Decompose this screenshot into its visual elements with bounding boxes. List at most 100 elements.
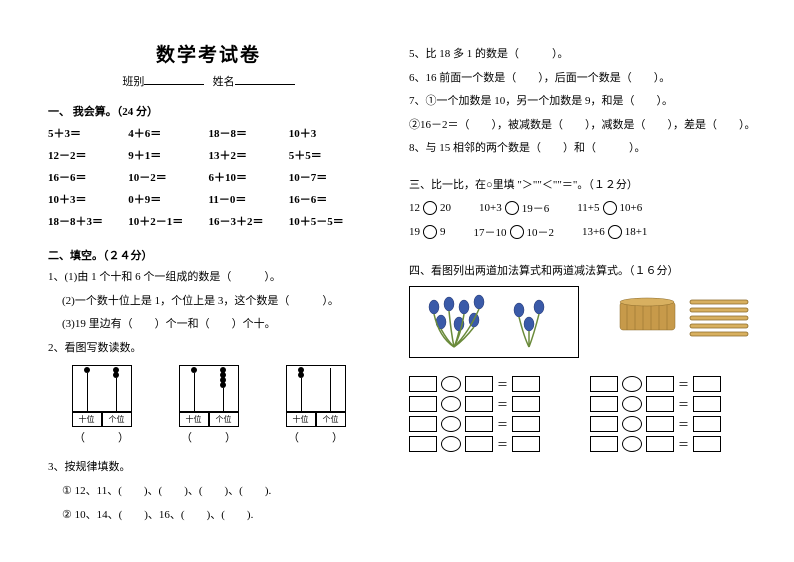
- op-oval[interactable]: [622, 436, 642, 452]
- name-label: 姓名: [213, 76, 235, 88]
- num-box[interactable]: [590, 436, 618, 452]
- tens-label: 十位: [72, 412, 102, 427]
- q2-3a: ① 12、11、( )、( )、( )、( ).: [48, 483, 369, 501]
- num-box[interactable]: [465, 436, 493, 452]
- q2-8: 8、与 15 相邻的两个数是（ ）和（ ）。: [409, 140, 759, 158]
- compare-row-2: 199 17－1010－2 13+618+1: [409, 224, 759, 240]
- eq: 10－2＝: [128, 169, 208, 185]
- cmp-r: 10+6: [620, 202, 643, 214]
- num-box[interactable]: [693, 396, 721, 412]
- num-box[interactable]: [693, 416, 721, 432]
- right-column: 5、比 18 多 1 的数是（ ）。 6、16 前面一个数是（ ），后面一个数是…: [409, 40, 759, 530]
- section3-heading: 三、比一比，在○里填 "＞""＜""＝"。（１２分）: [409, 176, 759, 192]
- op-oval[interactable]: [622, 396, 642, 412]
- num-box[interactable]: [646, 416, 674, 432]
- op-oval[interactable]: [441, 376, 461, 392]
- q2-3: 3、按规律填数。: [48, 459, 369, 477]
- op-oval[interactable]: [441, 436, 461, 452]
- section2-heading: 二、填空。（２４分）: [48, 247, 369, 263]
- num-box[interactable]: [409, 376, 437, 392]
- cmp-l: 17－10: [474, 224, 507, 240]
- num-box[interactable]: [590, 376, 618, 392]
- eq: 9＋1＝: [128, 147, 208, 163]
- num-box[interactable]: [590, 416, 618, 432]
- eq: 13＋2＝: [209, 147, 289, 163]
- num-box[interactable]: [512, 436, 540, 452]
- abacus-blank[interactable]: （ ）: [72, 429, 132, 445]
- name-blank[interactable]: [235, 73, 295, 85]
- compare-circle[interactable]: [505, 201, 519, 215]
- abacus-blank[interactable]: （ ）: [179, 429, 239, 445]
- op-oval[interactable]: [622, 416, 642, 432]
- eq: 4＋6＝: [128, 125, 208, 141]
- num-box[interactable]: [512, 396, 540, 412]
- compare-circle[interactable]: [608, 225, 622, 239]
- q2-3b: ② 10、14、( )、16、( )、( ).: [48, 507, 369, 525]
- abacus-blank[interactable]: （ ）: [286, 429, 346, 445]
- q2-1a: 1、(1)由 1 个十和 6 个一组成的数是（ ）。: [48, 269, 369, 287]
- num-box[interactable]: [512, 416, 540, 432]
- equation-builders: ＝ ＝ ＝ ＝ ＝ ＝ ＝ ＝: [409, 366, 759, 456]
- op-oval[interactable]: [622, 376, 642, 392]
- eq: 10－7＝: [289, 169, 369, 185]
- num-box[interactable]: [409, 436, 437, 452]
- num-box[interactable]: [646, 376, 674, 392]
- eq: 10＋3＝: [48, 191, 128, 207]
- sticks-picture: [609, 286, 759, 358]
- eq: 6＋10＝: [209, 169, 289, 185]
- cmp-r: 10－2: [527, 224, 555, 240]
- page-title: 数学考试卷: [48, 40, 369, 67]
- num-box[interactable]: [646, 436, 674, 452]
- num-box[interactable]: [646, 396, 674, 412]
- q2-5: 5、比 18 多 1 的数是（ ）。: [409, 46, 759, 64]
- cmp-l: 19: [409, 226, 420, 238]
- eq: 16－6＝: [48, 169, 128, 185]
- num-box[interactable]: [512, 376, 540, 392]
- left-column: 数学考试卷 班别 姓名 一、 我会算。（24 分） 5＋3＝4＋6＝18－8＝1…: [48, 40, 369, 530]
- cmp-l: 10+3: [479, 202, 502, 214]
- sticks-icon: [615, 292, 753, 352]
- num-box[interactable]: [409, 396, 437, 412]
- eq: 10＋2－1＝: [128, 213, 208, 229]
- compare-circle[interactable]: [423, 225, 437, 239]
- eq: 5＋3＝: [48, 125, 128, 141]
- tens-label: 十位: [286, 412, 316, 427]
- num-box[interactable]: [693, 436, 721, 452]
- ones-label: 个位: [209, 412, 239, 427]
- num-box[interactable]: [465, 396, 493, 412]
- num-box[interactable]: [409, 416, 437, 432]
- eq: 10＋5－5＝: [289, 213, 369, 229]
- eq: 18－8＋3＝: [48, 213, 128, 229]
- tens-label: 十位: [179, 412, 209, 427]
- num-box[interactable]: [590, 396, 618, 412]
- compare-circle[interactable]: [510, 225, 524, 239]
- flowers-icon: [419, 292, 569, 352]
- eq: 16－3＋2＝: [209, 213, 289, 229]
- q2-1c: (3)19 里边有（ ）个一和（ ）个十。: [48, 316, 369, 334]
- abacus-3: 十位个位 （ ）: [286, 365, 346, 445]
- cmp-l: 12: [409, 202, 420, 214]
- cmp-l: 11+5: [577, 202, 599, 214]
- compare-circle[interactable]: [603, 201, 617, 215]
- q2-2: 2、看图写数读数。: [48, 340, 369, 358]
- op-oval[interactable]: [441, 396, 461, 412]
- ones-label: 个位: [316, 412, 346, 427]
- cmp-r: 18+1: [625, 226, 648, 238]
- eq: 0＋9＝: [128, 191, 208, 207]
- flower-picture: [409, 286, 579, 358]
- op-oval[interactable]: [441, 416, 461, 432]
- num-box[interactable]: [465, 376, 493, 392]
- eq-builder-left: ＝ ＝ ＝ ＝: [409, 372, 540, 456]
- section1-equations: 5＋3＝4＋6＝18－8＝10＋3 12－2＝9＋1＝13＋2＝5＋5＝ 16－…: [48, 125, 369, 229]
- header-line: 班别 姓名: [48, 73, 369, 89]
- num-box[interactable]: [693, 376, 721, 392]
- num-box[interactable]: [465, 416, 493, 432]
- compare-circle[interactable]: [423, 201, 437, 215]
- section1-heading: 一、 我会算。（24 分）: [48, 103, 369, 119]
- class-blank[interactable]: [144, 73, 204, 85]
- q2-7b: ②16－2＝（ ），被减数是（ ），减数是（ ），差是（ ）。: [409, 117, 759, 135]
- ones-label: 个位: [102, 412, 132, 427]
- eq: 11－0＝: [209, 191, 289, 207]
- eq-builder-right: ＝ ＝ ＝ ＝: [590, 372, 721, 456]
- picture-row: [409, 286, 759, 358]
